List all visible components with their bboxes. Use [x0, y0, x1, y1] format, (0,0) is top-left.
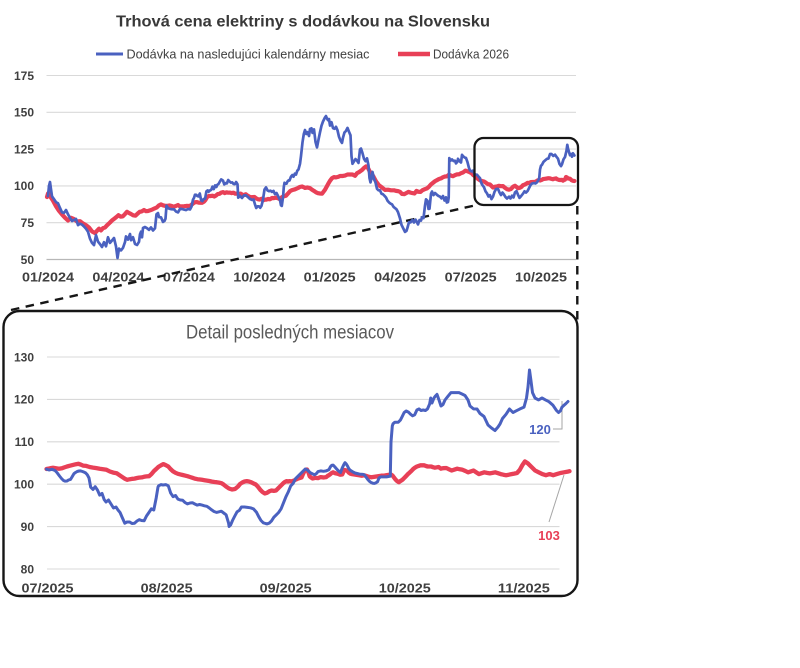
svg-text:100: 100	[14, 179, 34, 193]
svg-text:Dodávka na nasledujúci kalendá: Dodávka na nasledujúci kalendárny mesiac	[127, 48, 370, 62]
svg-text:150: 150	[14, 106, 34, 120]
svg-text:120: 120	[14, 393, 34, 407]
svg-text:130: 130	[14, 350, 34, 364]
svg-text:103: 103	[538, 528, 560, 543]
svg-text:110: 110	[15, 435, 35, 449]
svg-text:10/2024: 10/2024	[233, 270, 286, 285]
svg-text:01/2024: 01/2024	[22, 270, 75, 285]
svg-text:Detail posledných mesiacov: Detail posledných mesiacov	[186, 323, 394, 344]
svg-text:Dodávka 2026: Dodávka 2026	[433, 48, 509, 62]
svg-text:10/2025: 10/2025	[515, 270, 567, 285]
svg-text:04/2024: 04/2024	[92, 270, 145, 285]
svg-text:07/2025: 07/2025	[445, 270, 497, 285]
svg-text:Trhová cena elektriny s dodávk: Trhová cena elektriny s dodávkou na Slov…	[116, 14, 490, 31]
svg-text:120: 120	[529, 422, 551, 437]
svg-text:175: 175	[14, 69, 34, 83]
svg-text:75: 75	[21, 216, 35, 230]
svg-text:90: 90	[21, 520, 35, 534]
svg-text:80: 80	[21, 562, 35, 576]
svg-text:04/2025: 04/2025	[374, 270, 426, 285]
svg-text:01/2025: 01/2025	[304, 270, 356, 285]
svg-text:07/2024: 07/2024	[163, 270, 216, 285]
svg-text:11/2025: 11/2025	[498, 581, 550, 596]
svg-text:100: 100	[14, 478, 34, 492]
svg-text:07/2025: 07/2025	[22, 581, 74, 596]
svg-text:125: 125	[14, 142, 34, 156]
svg-text:09/2025: 09/2025	[260, 581, 312, 596]
svg-text:08/2025: 08/2025	[141, 581, 193, 596]
svg-text:10/2025: 10/2025	[379, 581, 431, 596]
svg-text:50: 50	[21, 253, 35, 267]
